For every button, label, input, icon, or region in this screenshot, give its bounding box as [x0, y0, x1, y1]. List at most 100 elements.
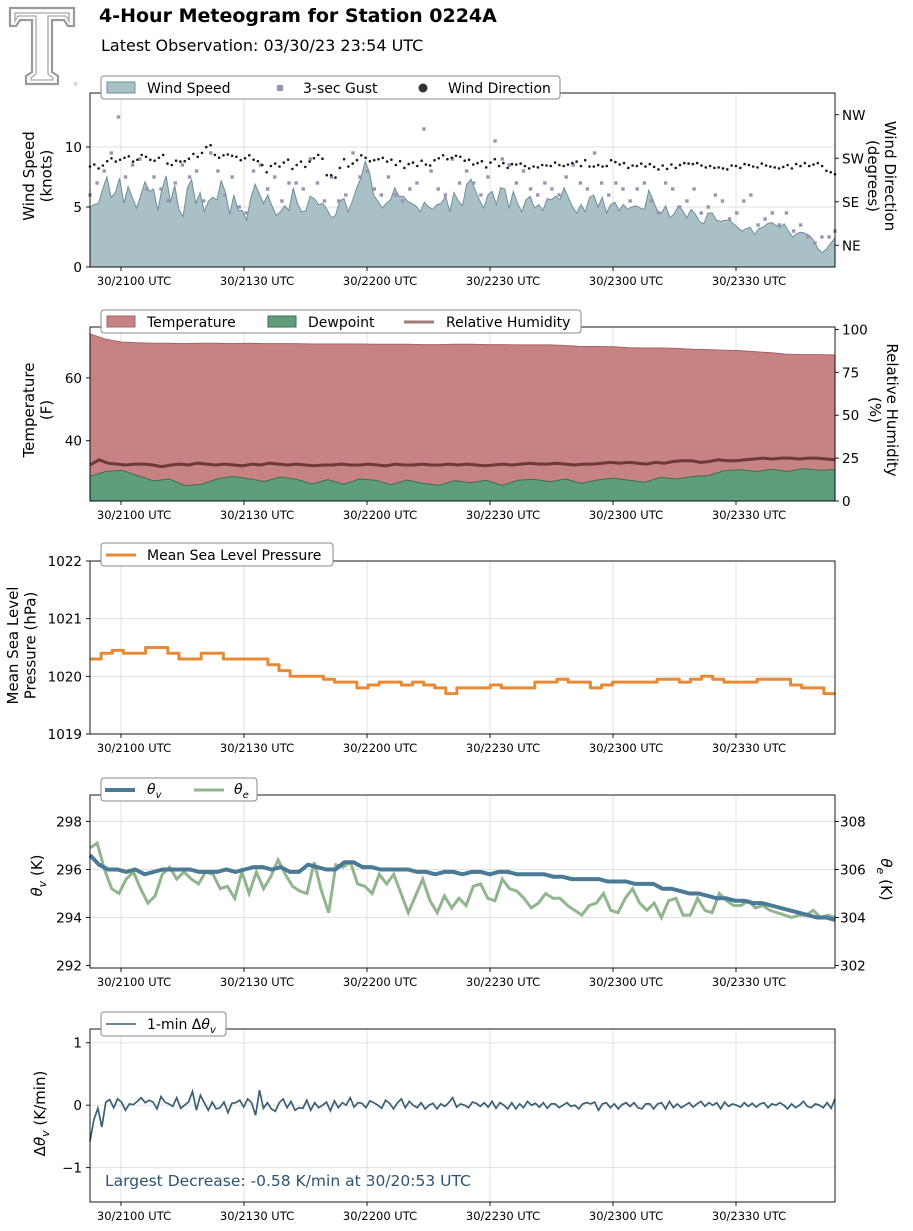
gust-point	[621, 187, 625, 191]
wind-direction-point	[144, 155, 148, 159]
wind-direction-point	[510, 162, 514, 166]
wind-direction-point	[377, 157, 380, 161]
gust-point	[592, 151, 597, 155]
wind-direction-point	[149, 158, 152, 161]
y2-tick-label: 75	[842, 365, 859, 381]
y2-tick-label: NE	[842, 238, 861, 254]
wind-direction-point	[183, 159, 186, 163]
wind-direction-point	[437, 157, 441, 160]
gust-point	[265, 187, 270, 191]
wind-direction-point	[196, 155, 199, 159]
gust-point	[578, 181, 583, 185]
y-tick-label: 10	[65, 140, 82, 156]
wind-direction-point	[140, 153, 143, 157]
plot-frame	[89, 794, 836, 969]
gust-point	[329, 175, 334, 179]
wind-direction-point	[502, 161, 505, 165]
wind-direction-point	[764, 164, 768, 167]
gust-point	[287, 181, 291, 185]
wind-direction-point	[476, 161, 479, 165]
gust-point	[543, 181, 547, 185]
legend-box	[100, 777, 258, 802]
gust-point	[678, 205, 682, 209]
wind-direction-point	[532, 165, 535, 168]
wind-direction-point	[105, 159, 109, 163]
wind-direction-point	[385, 160, 389, 163]
wind-direction-point	[575, 160, 578, 163]
wind-direction-point	[747, 163, 751, 167]
gust-point	[806, 235, 810, 239]
wind-direction-point	[579, 164, 583, 168]
wind-direction-point	[678, 163, 682, 167]
legend-box	[100, 309, 582, 334]
gust-point	[294, 181, 298, 185]
y-axis-label: θv (K)	[28, 854, 49, 896]
wind-direction-point	[299, 160, 303, 163]
wind-direction-point	[549, 164, 553, 168]
wind-direction-point	[209, 143, 212, 147]
wind-direction-point	[773, 166, 776, 169]
gust-point	[493, 139, 497, 143]
gust-point	[507, 163, 511, 167]
wind-direction-point	[360, 154, 363, 157]
gust-point	[273, 175, 277, 179]
legend-label: θv	[147, 782, 163, 801]
wind-direction-point	[588, 165, 591, 168]
gust-point	[791, 229, 796, 233]
gust-point	[521, 169, 526, 173]
wind-direction-point	[799, 164, 802, 168]
wind-direction-point	[101, 164, 105, 167]
wind-direction-point	[170, 163, 174, 167]
y-tick-label: 40	[65, 434, 82, 450]
legend-label: Wind Direction	[448, 81, 551, 97]
wind-direction-point	[265, 171, 268, 174]
x-tick-label: 30/2330 UTC	[712, 741, 786, 755]
wind-direction-point	[566, 163, 570, 166]
y2-tick-label: SE	[842, 195, 859, 211]
gust-point	[315, 181, 320, 185]
wind-direction-point	[256, 159, 260, 163]
wind-direction-point	[704, 166, 708, 169]
wind-direction-point	[558, 163, 561, 167]
gust-point	[152, 175, 156, 179]
gust-point	[159, 187, 163, 191]
wind-direction-point	[786, 163, 789, 167]
gust-point	[358, 175, 362, 179]
x-tick-label: 30/2330 UTC	[712, 508, 786, 522]
wind-direction-point	[273, 162, 277, 165]
wind-direction-point	[648, 162, 652, 166]
wind-direction-point	[743, 162, 746, 166]
legend-swatch	[267, 315, 297, 328]
wind-direction-point	[631, 164, 634, 167]
gust-point	[436, 187, 440, 191]
gust-point	[173, 181, 178, 185]
gust-point	[372, 187, 376, 191]
x-tick-label: 30/2230 UTC	[466, 975, 540, 989]
wind-direction-point	[683, 161, 686, 165]
wind-direction-point	[364, 156, 367, 160]
y-tick-label: 1020	[48, 669, 82, 685]
gust-point	[564, 175, 568, 179]
legend-box	[100, 542, 334, 567]
gust-point	[720, 199, 725, 203]
wind-direction-point	[816, 161, 820, 165]
x-tick-label: 30/2130 UTC	[220, 508, 294, 522]
gust-point	[422, 127, 426, 131]
y-tick-label: 0	[73, 260, 82, 276]
gust-point	[735, 211, 739, 215]
wind-direction-point	[424, 163, 428, 166]
wind-direction-point	[812, 163, 815, 166]
gust-point	[486, 175, 490, 179]
gust-point	[251, 169, 256, 173]
y2-tick-label: 50	[842, 408, 859, 424]
gust-point	[209, 151, 213, 155]
wind-direction-point	[583, 158, 587, 162]
gust-point	[116, 115, 121, 119]
y2-tick-label: 25	[842, 451, 859, 467]
gust-point	[201, 199, 206, 203]
wind-direction-point	[751, 165, 755, 168]
wind-direction-point	[661, 164, 664, 167]
y-tick-label: 1022	[48, 554, 82, 570]
gust-point	[649, 199, 654, 203]
wind-direction-point	[123, 156, 126, 160]
